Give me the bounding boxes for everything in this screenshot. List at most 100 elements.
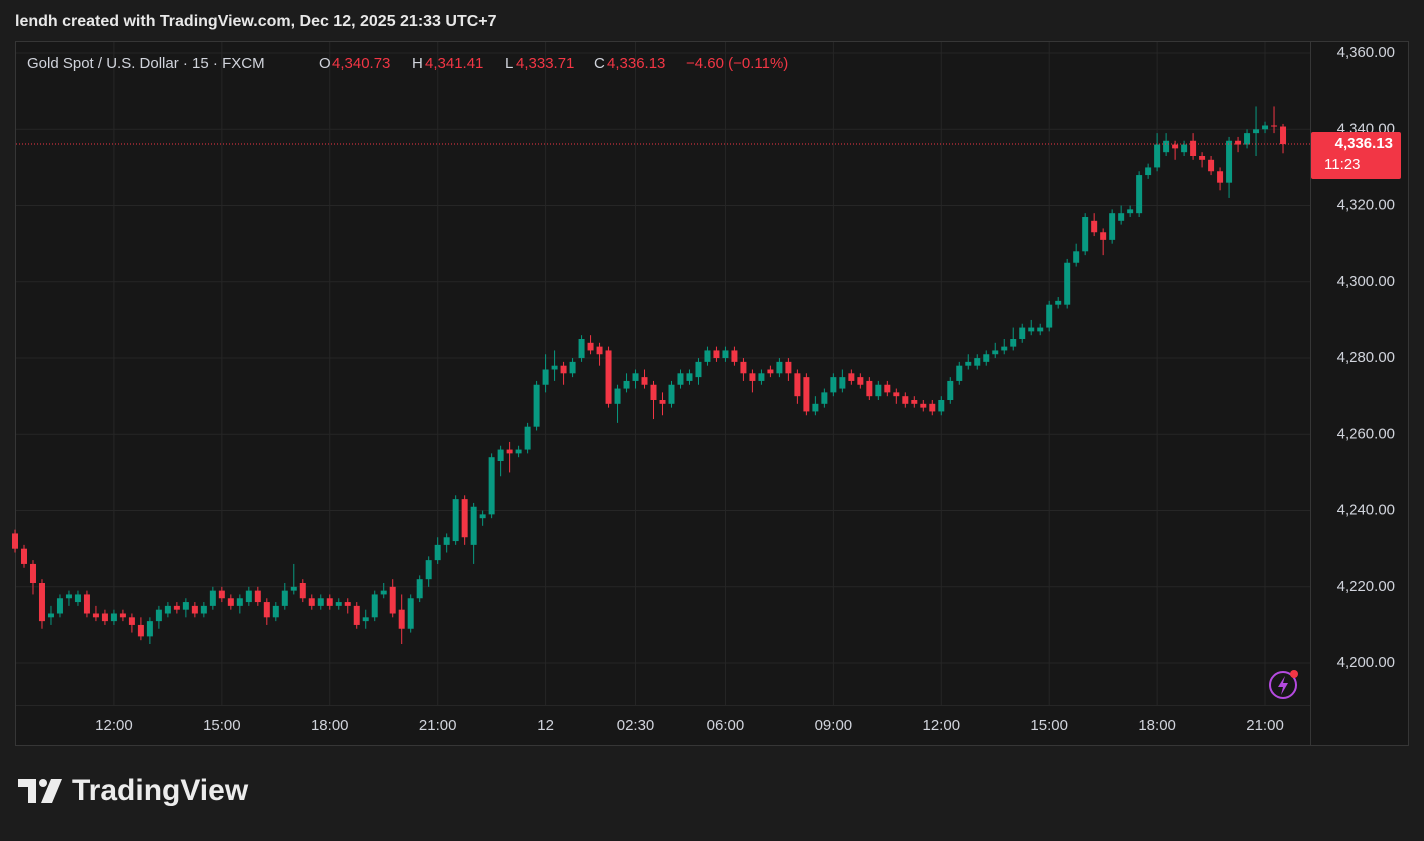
y-tick-label: 4,280.00 (1337, 349, 1395, 366)
candle-body (542, 369, 549, 385)
candle-body (182, 602, 189, 610)
candle-body (839, 377, 846, 389)
candle-body (830, 377, 837, 393)
y-tick-label: 4,300.00 (1337, 273, 1395, 290)
candle-body (353, 605, 360, 625)
x-tick-label: 15:00 (1030, 717, 1068, 734)
candle-body (452, 499, 459, 542)
candle-body (569, 361, 576, 374)
x-tick-label: 02:30 (617, 717, 655, 734)
candle-body (20, 548, 27, 564)
candle-body (164, 605, 171, 614)
candle-body (641, 377, 648, 385)
countdown-label: 11:23 (1324, 156, 1360, 173)
candle-body (137, 624, 144, 637)
icon-dot[interactable] (1290, 670, 1298, 678)
candle-body (1271, 125, 1278, 127)
candle-body (488, 457, 495, 515)
candle-body (533, 384, 540, 427)
candle-body (1136, 175, 1143, 214)
candle-body (1217, 171, 1224, 183)
candle-body (479, 514, 486, 519)
lightning-icon[interactable] (1269, 670, 1298, 699)
candle-body (749, 373, 756, 381)
candle-body (578, 338, 585, 359)
candle-body (1208, 159, 1215, 172)
candle-body (191, 605, 198, 614)
x-tick-label: 09:00 (815, 717, 853, 734)
candle-body (515, 449, 522, 454)
candle-body (65, 594, 72, 599)
candle-body (1190, 140, 1197, 156)
candle-body (434, 544, 441, 561)
last-price-label: 4,336.13 (1335, 135, 1393, 152)
candle-body (326, 598, 333, 606)
candle-body (722, 350, 729, 359)
candle-body (731, 350, 738, 362)
candle-body (1109, 213, 1116, 240)
candle-body (416, 579, 423, 599)
candle-body (1118, 213, 1125, 221)
candle-body (12, 533, 18, 549)
candle-body (902, 396, 909, 404)
candle-body (119, 613, 126, 618)
candle-body (686, 373, 693, 381)
logo-text: TradingView (72, 774, 249, 807)
candle-body (1226, 140, 1233, 183)
candle-body (596, 346, 603, 355)
candle-body (803, 377, 810, 412)
candle-body (857, 377, 864, 385)
candle-body (173, 605, 180, 610)
icon-bolt[interactable] (1278, 676, 1288, 695)
candle-body (299, 582, 306, 599)
candle-body (650, 384, 657, 400)
candle-body (884, 384, 891, 393)
candle-body (1181, 144, 1188, 153)
candle-body (920, 403, 927, 408)
candle-body (1028, 327, 1035, 332)
candle-body (380, 590, 387, 595)
candle-body (605, 350, 612, 404)
candle-body (371, 594, 378, 618)
candle-body (128, 617, 135, 625)
candle-body (317, 598, 324, 606)
legend-change: −4.60 (−0.11%) (686, 55, 788, 72)
x-tick-label: 12:00 (95, 717, 133, 734)
x-tick-label: 21:00 (419, 717, 457, 734)
candle-body (848, 373, 855, 381)
candle-body (947, 380, 954, 400)
candle-body (794, 373, 801, 397)
x-tick-label: 15:00 (203, 717, 241, 734)
candle-body (659, 399, 666, 404)
candle-body (155, 609, 162, 622)
candle-body (875, 384, 882, 397)
candle-body (1037, 327, 1044, 332)
candle-body (785, 361, 792, 374)
chart-frame (15, 41, 1409, 746)
candle-body (290, 586, 297, 591)
legend-value: 4,341.41 (425, 55, 483, 72)
legend-value: 4,340.73 (332, 55, 390, 72)
candle-body (425, 560, 432, 580)
candle-body (965, 361, 972, 366)
candle-body (362, 617, 369, 622)
candle-body (47, 613, 54, 618)
candle-body (1253, 129, 1260, 134)
candle-body (245, 590, 252, 603)
candle-body (56, 598, 63, 614)
icon-ring[interactable] (1269, 671, 1297, 699)
candle-body (551, 365, 558, 370)
candle-body (938, 399, 945, 412)
candle-body (506, 449, 513, 454)
candle-body (1082, 216, 1089, 252)
legend-symbol: Gold Spot / U.S. Dollar · 15 · FXCM (27, 55, 265, 72)
candle-body (1019, 327, 1026, 339)
candle-body (866, 380, 873, 397)
candle-body (1280, 126, 1287, 145)
candle-body (623, 380, 630, 389)
candle-body (695, 361, 702, 378)
y-tick-label: 4,360.00 (1337, 44, 1395, 61)
candle-body (218, 590, 225, 599)
